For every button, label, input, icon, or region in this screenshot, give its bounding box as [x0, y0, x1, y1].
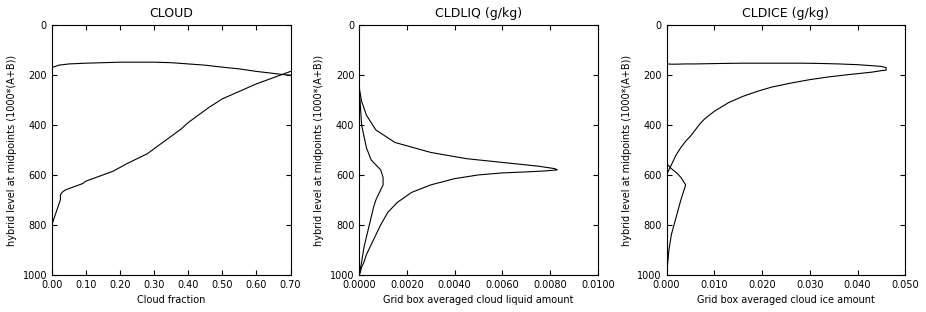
X-axis label: Cloud fraction: Cloud fraction	[137, 295, 206, 305]
Title: CLDLIQ (g/kg): CLDLIQ (g/kg)	[435, 7, 522, 20]
Title: CLOUD: CLOUD	[149, 7, 194, 20]
Title: CLDICE (g/kg): CLDICE (g/kg)	[743, 7, 830, 20]
X-axis label: Grid box averaged cloud liquid amount: Grid box averaged cloud liquid amount	[383, 295, 574, 305]
Y-axis label: hybrid level at midpoints (1000*(A+B)): hybrid level at midpoints (1000*(A+B))	[314, 54, 324, 246]
X-axis label: Grid box averaged cloud ice amount: Grid box averaged cloud ice amount	[697, 295, 875, 305]
Y-axis label: hybrid level at midpoints (1000*(A+B)): hybrid level at midpoints (1000*(A+B))	[6, 54, 17, 246]
Y-axis label: hybrid level at midpoints (1000*(A+B)): hybrid level at midpoints (1000*(A+B))	[621, 54, 632, 246]
